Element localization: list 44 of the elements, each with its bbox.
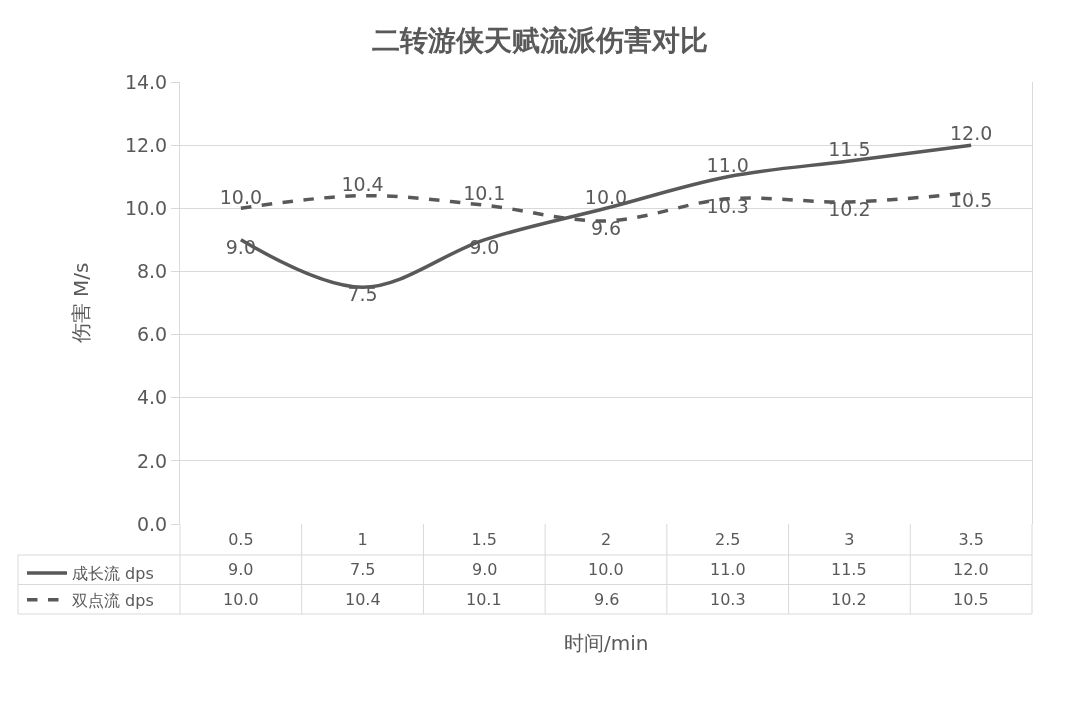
data-label: 10.3 — [710, 590, 746, 609]
data-label: 10.4 — [345, 590, 381, 609]
text: 9.6 — [590, 217, 622, 240]
y-tick-label: 8.0 — [136, 260, 168, 283]
x-tick-label: 3 — [844, 530, 855, 549]
text: 11.0 — [706, 153, 749, 176]
data-label: 11.5 — [831, 560, 867, 579]
data-label: 10.2 — [831, 590, 867, 609]
data-label: 9.0 — [228, 560, 254, 579]
y-axis-title: 伤害 M/s — [69, 262, 94, 344]
data-label: 7.5 — [350, 560, 376, 579]
y-tick-label: 0.0 — [136, 512, 168, 535]
x-axis-title: 时间/min — [564, 631, 649, 655]
legend-label: 双点流 dps — [72, 590, 154, 610]
data-label: 10.1 — [466, 590, 502, 609]
data-label: 9.6 — [594, 590, 620, 609]
data-label: 10.0 — [588, 560, 624, 579]
text: 12.0 — [949, 122, 993, 145]
chart-title: 二转游侠天赋流派伤害对比 — [372, 23, 708, 57]
y-tick-label: 6.0 — [136, 323, 168, 346]
x-tick-label: 3.5 — [958, 530, 984, 549]
y-tick-label: 12.0 — [124, 133, 168, 156]
x-tick-label: 1 — [357, 530, 368, 549]
y-tick-label: 4.0 — [136, 386, 168, 409]
text: 10.0 — [219, 185, 263, 208]
x-tick-label: 0.5 — [228, 530, 254, 549]
data-label: 10.5 — [953, 590, 989, 609]
data-label: 9.0 — [472, 560, 498, 579]
y-tick-label: 2.0 — [136, 449, 168, 472]
text: 10.4 — [341, 172, 384, 195]
x-tick-label: 1.5 — [471, 530, 498, 549]
data-label: 10.0 — [223, 590, 259, 609]
x-tick-label: 2 — [600, 530, 612, 549]
data-label: 12.0 — [953, 560, 989, 579]
x-tick-label: 2.5 — [714, 530, 741, 549]
data-label: 11.0 — [710, 560, 746, 579]
y-tick-label: 14.0 — [124, 70, 168, 93]
text: 10.1 — [463, 182, 506, 205]
text: 10.3 — [706, 195, 749, 218]
legend-label: 成长流 dps — [72, 564, 154, 584]
text: 10.2 — [828, 198, 871, 221]
text: 10.0 — [584, 185, 628, 208]
text: 11.5 — [828, 138, 871, 161]
y-tick-label: 10.0 — [124, 196, 168, 219]
